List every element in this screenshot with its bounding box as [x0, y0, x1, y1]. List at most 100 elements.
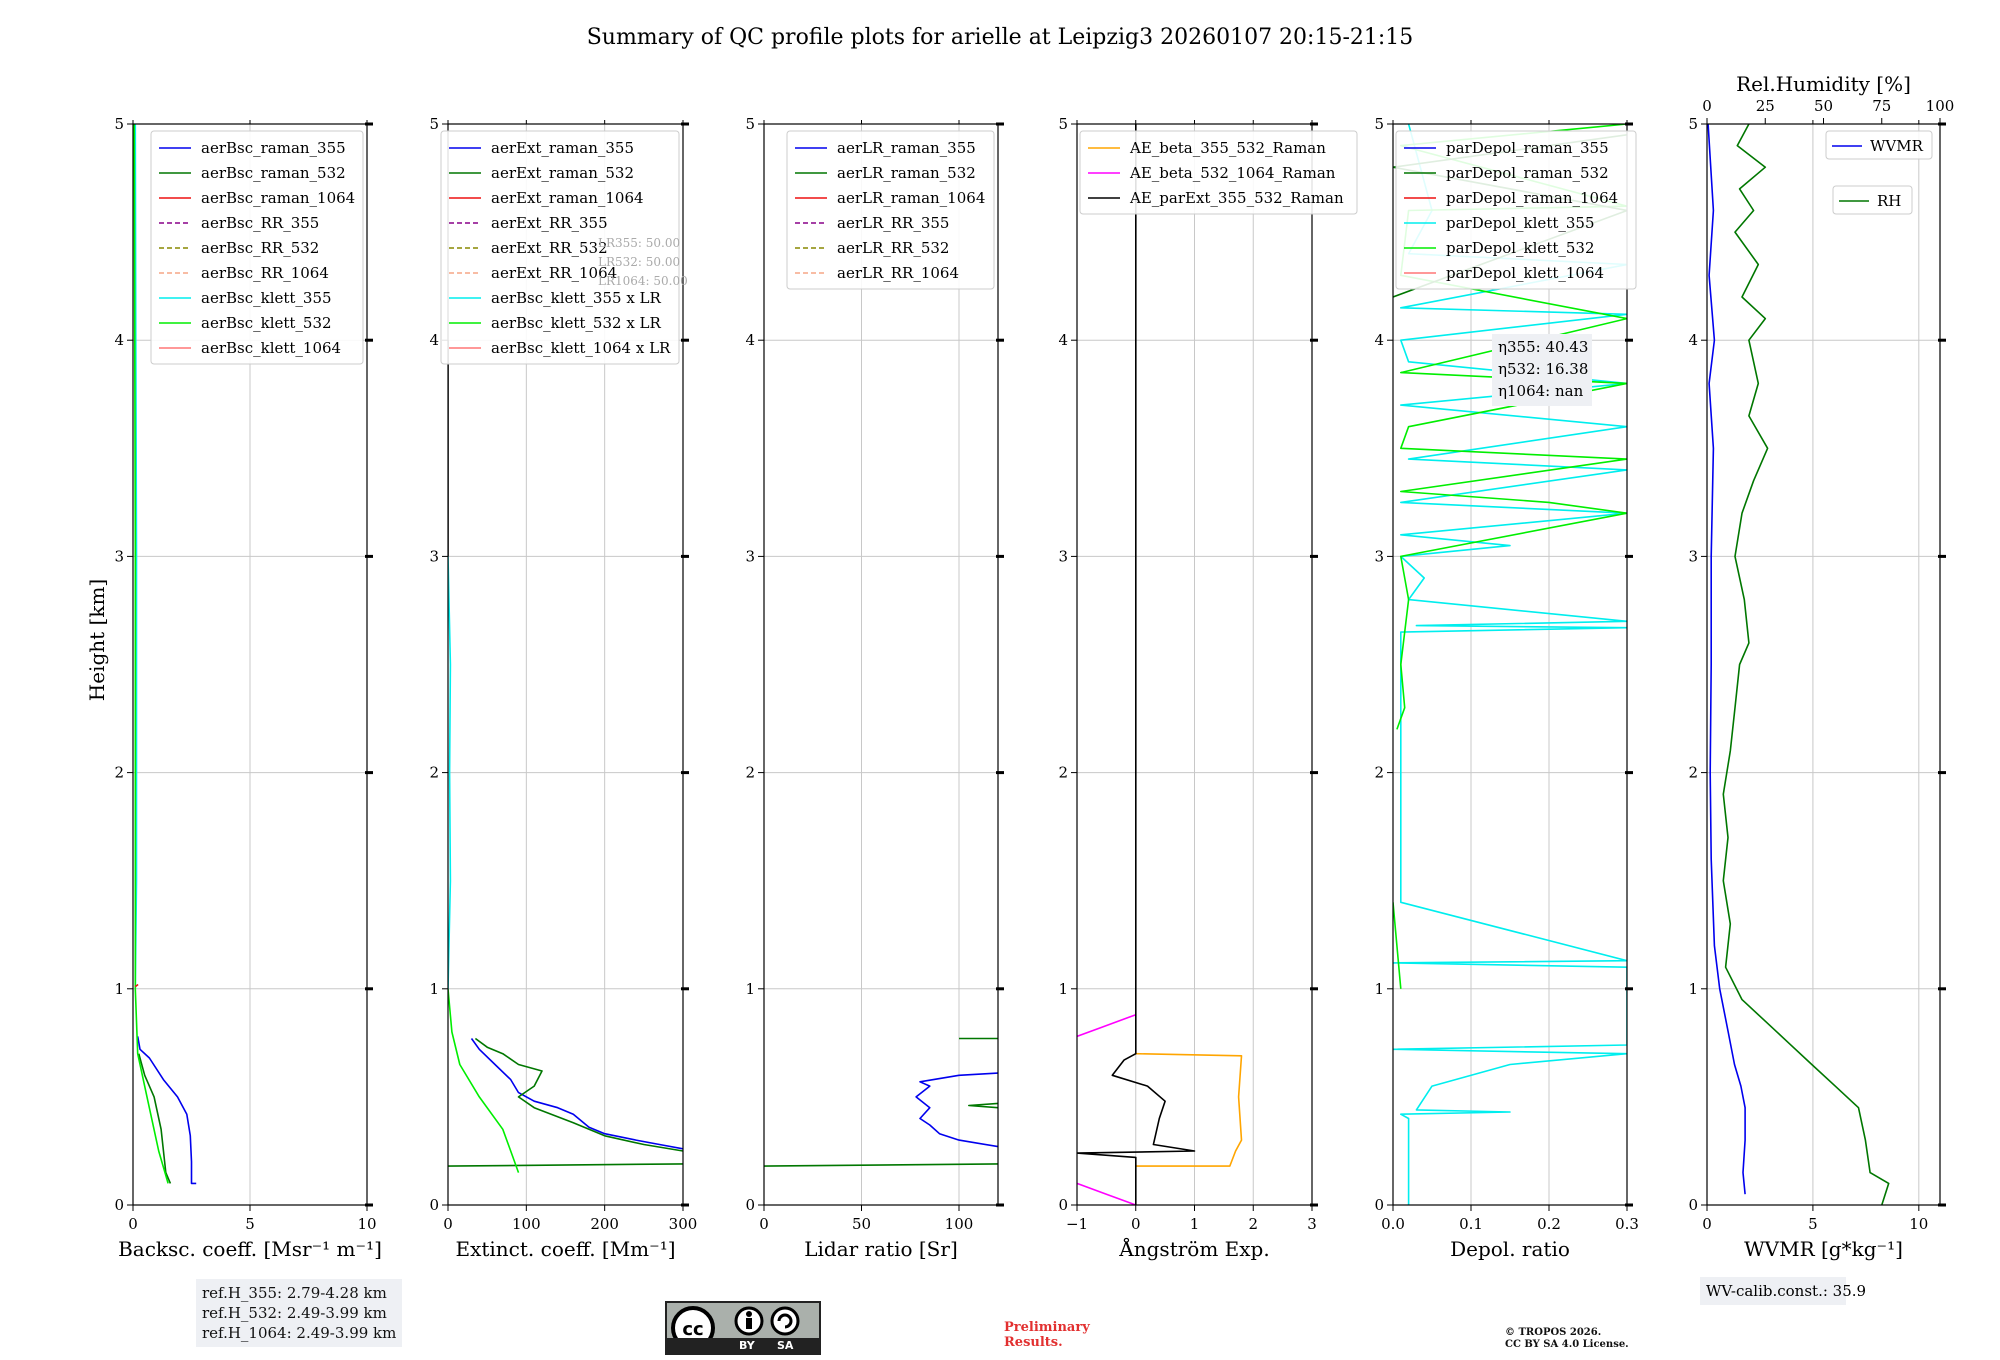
- copyright-notice: © TROPOS 2026. CC BY SA 4.0 License.: [1505, 1327, 1629, 1351]
- y-tick-label: 4: [1374, 331, 1384, 349]
- legend-entry: aerBsc_klett_1064: [201, 339, 341, 357]
- top-x-tick-label: 25: [1756, 97, 1775, 115]
- x-tick-label: 50: [852, 1215, 871, 1233]
- series-AE_beta_355_532_Raman: [1135, 1052, 1243, 1167]
- series-aerBsc_klett_355 x LR: [448, 556, 452, 989]
- legend-entry: parDepol_klett_355: [1446, 214, 1595, 232]
- x-axis-label: Lidar ratio [Sr]: [804, 1237, 958, 1261]
- series-aerBsc_raman_532: [138, 1053, 172, 1184]
- legend-box: [1395, 130, 1637, 290]
- y-tick-label: 0: [1058, 1196, 1068, 1214]
- legend-entry: aerBsc_klett_532: [201, 314, 332, 332]
- legend-entry: AE_beta_532_1064_Raman: [1129, 164, 1336, 182]
- x-tick-label: 10: [1909, 1215, 1928, 1233]
- x-tick-label: 200: [590, 1215, 619, 1233]
- x-tick-label: 10: [357, 1215, 376, 1233]
- axes-frame: [763, 123, 999, 1206]
- lidar-ratio-annotation: LR532: 50.00: [598, 255, 680, 269]
- panel-depol: 0.0 0.1 0.2 0.3 0 1 2 3 4 5 Depol. ratio parDepol_r…: [1374, 115, 1638, 1261]
- reference-height-box: ref.H_355: 2.79-4.28 km ref.H_532: 2.49-…: [196, 1279, 403, 1347]
- y-tick-label: 4: [429, 331, 439, 349]
- preliminary-line-2: Results.: [1004, 1335, 1063, 1350]
- cc-by-label: BY: [739, 1339, 755, 1352]
- top-x-tick-label: 50: [1814, 97, 1833, 115]
- series-aerBsc_klett_532 x LR: [448, 988, 520, 1173]
- eta-annotation: η355: 40.43: [1498, 338, 1588, 356]
- ref-height-1064: ref.H_1064: 2.49-3.99 km: [202, 1324, 397, 1342]
- legend-entry: aerBsc_RR_1064: [201, 264, 329, 282]
- x-axis-label: Extinct. coeff. [Mm⁻¹]: [455, 1237, 675, 1261]
- legend-entry: RH: [1877, 192, 1901, 210]
- series-parDepol_klett_532: [1393, 902, 1402, 989]
- wv-calib-annotation: WV-calib.const.: 35.9: [1706, 1282, 1866, 1300]
- x-tick-label: 0: [759, 1215, 769, 1233]
- series-AE_beta_532_1064_Raman: [1077, 1013, 1137, 1038]
- x-tick-label: 0: [1702, 1215, 1712, 1233]
- y-tick-label: 0: [429, 1196, 439, 1214]
- y-tick-label: 2: [114, 764, 124, 782]
- y-tick-label: 4: [1688, 331, 1698, 349]
- y-tick-label: 3: [1374, 547, 1384, 565]
- top-x-tick-label: 0: [1702, 97, 1712, 115]
- series-aerBsc_raman_355: [136, 1036, 197, 1185]
- y-tick-label: 3: [429, 547, 439, 565]
- y-tick-label: 1: [1374, 980, 1384, 998]
- x-tick-label: 0: [443, 1215, 453, 1233]
- y-tick-label: 5: [1688, 115, 1698, 133]
- legend-entry: parDepol_raman_1064: [1446, 189, 1618, 207]
- y-tick-label: 2: [1688, 764, 1698, 782]
- y-tick-label: 5: [114, 115, 124, 133]
- axes-frame: [1706, 123, 1941, 1206]
- axes-frame: [447, 123, 684, 1206]
- legend-box: [440, 130, 680, 365]
- x-tick-label: 0.0: [1381, 1215, 1405, 1233]
- legend-entry: aerExt_raman_1064: [491, 189, 644, 207]
- series-aerBsc_klett_532: [133, 124, 169, 1184]
- x-tick-label: 0.3: [1615, 1215, 1639, 1233]
- legend-entry: aerLR_raman_532: [837, 164, 976, 182]
- series-group: [133, 124, 197, 1185]
- eta-annotation: η532: 16.38: [1498, 360, 1588, 378]
- legend-entry: aerBsc_raman_532: [201, 164, 346, 182]
- legend-box: [1079, 130, 1358, 215]
- legend-box-rh: [1832, 185, 1913, 215]
- series-aerExt_raman_355: [470, 1038, 683, 1150]
- series-aerLR_raman_355: [915, 1072, 998, 1148]
- series-group: [448, 340, 683, 1173]
- legend-entry: aerBsc_klett_355 x LR: [491, 289, 662, 307]
- y-tick-label: 0: [1374, 1196, 1384, 1214]
- panel-lr: 0 50 100 0 1 2 3 4 5 Lidar ratio [Sr] aerLR_raman_…: [745, 115, 1004, 1261]
- x-tick-label: 100: [945, 1215, 974, 1233]
- legend-entry: parDepol_klett_532: [1446, 239, 1595, 257]
- series-group: [1707, 124, 1890, 1205]
- legend-box: [786, 130, 995, 290]
- legend-entry: aerBsc_klett_532 x LR: [491, 314, 662, 332]
- figure-title: Summary of QC profile plots for arielle …: [587, 25, 1414, 50]
- calib-box: [1700, 1277, 1846, 1305]
- x-tick-label: 5: [245, 1215, 255, 1233]
- legend-entry: parDepol_klett_1064: [1446, 264, 1604, 282]
- legend-entry: aerBsc_klett_355: [201, 289, 332, 307]
- series-aerLR_raman_532: [764, 1163, 998, 1167]
- preliminary-line-1: Preliminary: [1004, 1320, 1090, 1335]
- y-tick-label: 3: [1058, 547, 1068, 565]
- y-tick-label: 5: [429, 115, 439, 133]
- x-axis-label: Ångström Exp.: [1118, 1236, 1269, 1261]
- ref-height-532: ref.H_532: 2.49-3.99 km: [202, 1304, 387, 1322]
- panel-ext: 0 100 200 300 0 1 2 3 4 5 Extinct. coeff. [Mm⁻¹] ae…: [429, 115, 697, 1261]
- y-tick-label: 1: [745, 980, 755, 998]
- eta-annotation: η1064: nan: [1498, 382, 1584, 400]
- series-aerBsc_raman_1064: [134, 983, 139, 988]
- y-tick-label: 0: [114, 1196, 124, 1214]
- ref-height-355: ref.H_355: 2.79-4.28 km: [202, 1284, 387, 1302]
- legend-entry: parDepol_raman_532: [1446, 164, 1609, 182]
- top-x-axis-label: Rel.Humidity [%]: [1736, 72, 1911, 96]
- y-tick-label: 2: [1058, 764, 1068, 782]
- legend-entry: aerBsc_raman_355: [201, 139, 346, 157]
- legend-entry: aerLR_raman_1064: [837, 189, 985, 207]
- axes-frame: [1392, 123, 1628, 1206]
- copyright-line-1: © TROPOS 2026.: [1505, 1327, 1602, 1338]
- x-tick-label: 5: [1808, 1215, 1818, 1233]
